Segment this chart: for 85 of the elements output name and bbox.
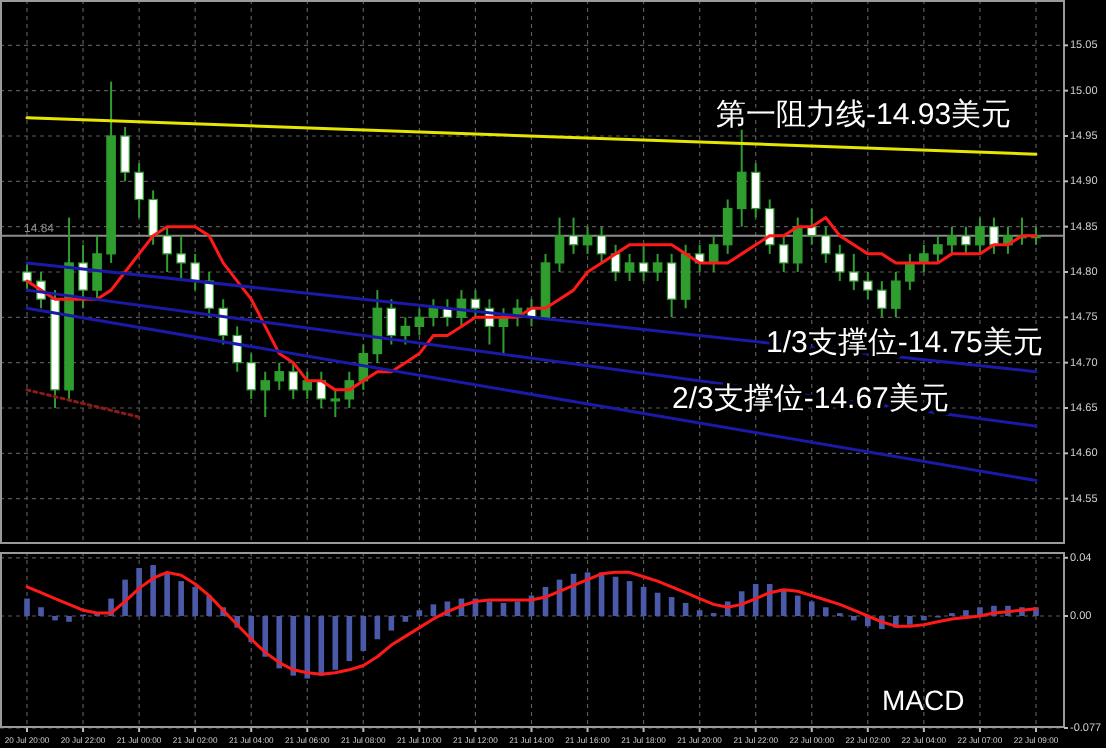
- candlestick: [372, 289, 383, 364]
- candlestick: [428, 298, 439, 328]
- bar: [822, 607, 829, 616]
- candlestick: [778, 234, 789, 273]
- candlestick: [190, 252, 200, 292]
- candlestick: [246, 352, 257, 400]
- bar: [276, 616, 283, 669]
- bar: [150, 565, 156, 616]
- candlestick: [834, 243, 845, 283]
- candlestick: [582, 225, 593, 255]
- candlestick: [330, 388, 341, 419]
- bar: [907, 616, 913, 625]
- candlestick: [764, 198, 775, 255]
- text: MACD: [882, 684, 965, 716]
- candlestick: [947, 225, 957, 255]
- bar: [178, 581, 184, 616]
- bar: [332, 616, 339, 670]
- candlestick: [624, 252, 635, 283]
- candlestick: [386, 298, 397, 346]
- annotation: 第一阻力线-14.93美元: [716, 98, 1012, 132]
- candlestick: [554, 216, 565, 273]
- candlestick: [975, 216, 985, 255]
- bar: [388, 616, 395, 631]
- bar: [318, 616, 325, 676]
- line-series: [25, 570, 1038, 676]
- bar: [290, 616, 297, 676]
- bar: [963, 610, 969, 616]
- bar: [794, 595, 801, 616]
- candlestick: [470, 289, 481, 319]
- candlestick: [736, 125, 747, 228]
- candlestick: [120, 125, 130, 183]
- bar: [192, 586, 198, 616]
- candlestick: [288, 361, 299, 400]
- bar: [668, 597, 675, 616]
- bar: [752, 584, 759, 616]
- bar: [66, 616, 72, 622]
- candlestick: [316, 370, 327, 409]
- candlestick: [905, 252, 915, 292]
- candlestick: [750, 162, 761, 219]
- candlestick: [961, 225, 971, 255]
- bar: [430, 604, 437, 616]
- candlestick: [148, 189, 158, 246]
- candlestick: [78, 243, 88, 310]
- candlestick: [596, 225, 607, 264]
- candlestick: [877, 280, 887, 319]
- candlestick: [400, 316, 411, 346]
- candlestick: [176, 234, 186, 283]
- candlestick: [848, 252, 859, 292]
- candlestick: [680, 243, 691, 310]
- candlestick: [891, 271, 901, 319]
- candlestick: [302, 370, 313, 400]
- bar: [136, 568, 142, 616]
- candlestick: [274, 361, 285, 391]
- candlestick: [792, 216, 803, 273]
- candlestick: [260, 370, 271, 419]
- bar: [766, 584, 773, 616]
- candlestick: [134, 162, 144, 219]
- candlestick: [708, 234, 719, 273]
- bar: [304, 616, 311, 679]
- candlestick: [652, 252, 663, 283]
- candlestick: [989, 216, 999, 255]
- candlestick: [666, 252, 677, 319]
- candlestick: [218, 298, 228, 346]
- bar: [696, 610, 703, 616]
- bar: [164, 572, 170, 616]
- candlestick: [22, 261, 32, 292]
- candlestick: [722, 198, 733, 255]
- bar: [206, 595, 212, 616]
- bar: [262, 616, 269, 657]
- candlestick: [933, 234, 943, 264]
- candlestick: [162, 225, 172, 273]
- candlestick: [568, 216, 579, 255]
- candlestick: [820, 225, 831, 264]
- candlestick: [863, 271, 873, 301]
- candlestick: [638, 243, 649, 283]
- bar: [24, 598, 30, 616]
- bar: [780, 589, 787, 616]
- bar: [38, 607, 44, 616]
- candlestick: [414, 307, 425, 337]
- bar: [416, 610, 423, 616]
- bar: [808, 601, 815, 616]
- candlestick: [92, 234, 102, 301]
- candlestick: [232, 325, 243, 373]
- candlestick: [204, 271, 214, 319]
- bar: [402, 616, 409, 622]
